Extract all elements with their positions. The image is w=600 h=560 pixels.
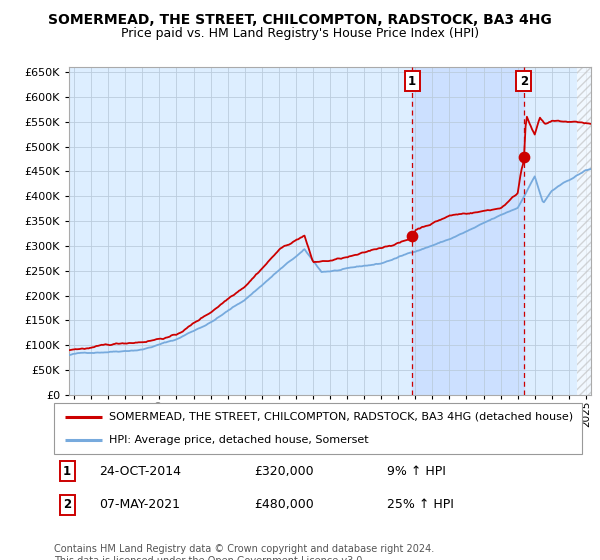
Text: 2: 2 — [63, 498, 71, 511]
Text: 9% ↑ HPI: 9% ↑ HPI — [386, 465, 446, 478]
Text: 1: 1 — [63, 465, 71, 478]
Text: 1: 1 — [408, 74, 416, 87]
Point — [407, 231, 417, 240]
Text: 2: 2 — [520, 74, 528, 87]
FancyBboxPatch shape — [54, 403, 582, 454]
Text: £480,000: £480,000 — [254, 498, 314, 511]
Text: Price paid vs. HM Land Registry's House Price Index (HPI): Price paid vs. HM Land Registry's House … — [121, 27, 479, 40]
Text: £320,000: £320,000 — [254, 465, 314, 478]
Text: 07-MAY-2021: 07-MAY-2021 — [99, 498, 180, 511]
Text: 25% ↑ HPI: 25% ↑ HPI — [386, 498, 454, 511]
Text: SOMERMEAD, THE STREET, CHILCOMPTON, RADSTOCK, BA3 4HG (detached house): SOMERMEAD, THE STREET, CHILCOMPTON, RADS… — [109, 412, 574, 422]
Text: SOMERMEAD, THE STREET, CHILCOMPTON, RADSTOCK, BA3 4HG: SOMERMEAD, THE STREET, CHILCOMPTON, RADS… — [48, 13, 552, 27]
Text: Contains HM Land Registry data © Crown copyright and database right 2024.
This d: Contains HM Land Registry data © Crown c… — [54, 544, 434, 560]
Text: 24-OCT-2014: 24-OCT-2014 — [99, 465, 181, 478]
Text: HPI: Average price, detached house, Somerset: HPI: Average price, detached house, Some… — [109, 435, 369, 445]
Bar — [412, 67, 524, 395]
Point — [519, 152, 529, 161]
